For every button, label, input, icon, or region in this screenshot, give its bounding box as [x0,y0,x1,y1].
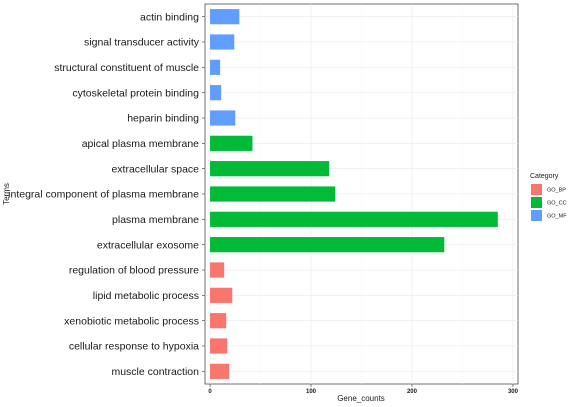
x-tick-label: 0 [208,389,212,395]
legend: Category GO_BP GO_CC GO_MF [530,173,567,221]
term-label: structural constituent of muscle [54,62,199,74]
bar [210,363,230,379]
term-label: regulation of blood pressure [69,265,199,277]
term-label: actin binding [140,11,199,23]
term-labels: actin binding signal transducer activity s… [8,11,205,378]
bar [210,110,236,126]
x-ticks: 0 100 200 300 [208,384,519,395]
y-axis-title: Terms [2,183,11,205]
bar [210,186,336,202]
x-axis-title: Gene_counts [337,394,385,403]
term-label: xenobiotic metabolic process [64,315,199,327]
bar [210,59,221,75]
bars-layer [210,9,498,379]
legend-title: Category [530,173,559,180]
bar [210,237,445,253]
bar [210,338,228,354]
legend-label: GO_CC [547,201,567,207]
term-label: cytoskeletal protein binding [72,87,199,99]
x-tick-label: 300 [508,389,519,395]
bar [210,313,227,329]
x-tick-label: 100 [306,389,317,395]
term-label: plasma membrane [112,214,199,226]
legend-swatch [531,197,542,208]
term-label: cellular response to hypoxia [69,341,199,353]
term-label: muscle contraction [111,366,199,378]
legend-label: GO_BP [547,188,566,194]
legend-swatch [531,184,542,195]
bar [210,161,330,177]
bar [210,287,233,303]
term-label: apical plasma membrane [82,138,199,150]
bar [210,85,222,101]
term-label: signal transducer activity [84,37,200,49]
legend-swatch [531,210,542,221]
legend-label: GO_MF [547,214,567,220]
bar [210,34,235,50]
x-tick-label: 200 [407,389,418,395]
term-label: heparin binding [127,113,199,125]
term-label: integral component of plasma membrane [8,189,199,201]
bar [210,262,225,278]
legend-items: GO_BP GO_CC GO_MF [531,184,567,221]
bar [210,9,240,25]
term-label: extracellular space [111,163,199,175]
bar [210,135,253,151]
term-label: extracellular exosome [97,239,199,251]
bar [210,211,498,227]
term-label: lipid metabolic process [93,290,199,302]
